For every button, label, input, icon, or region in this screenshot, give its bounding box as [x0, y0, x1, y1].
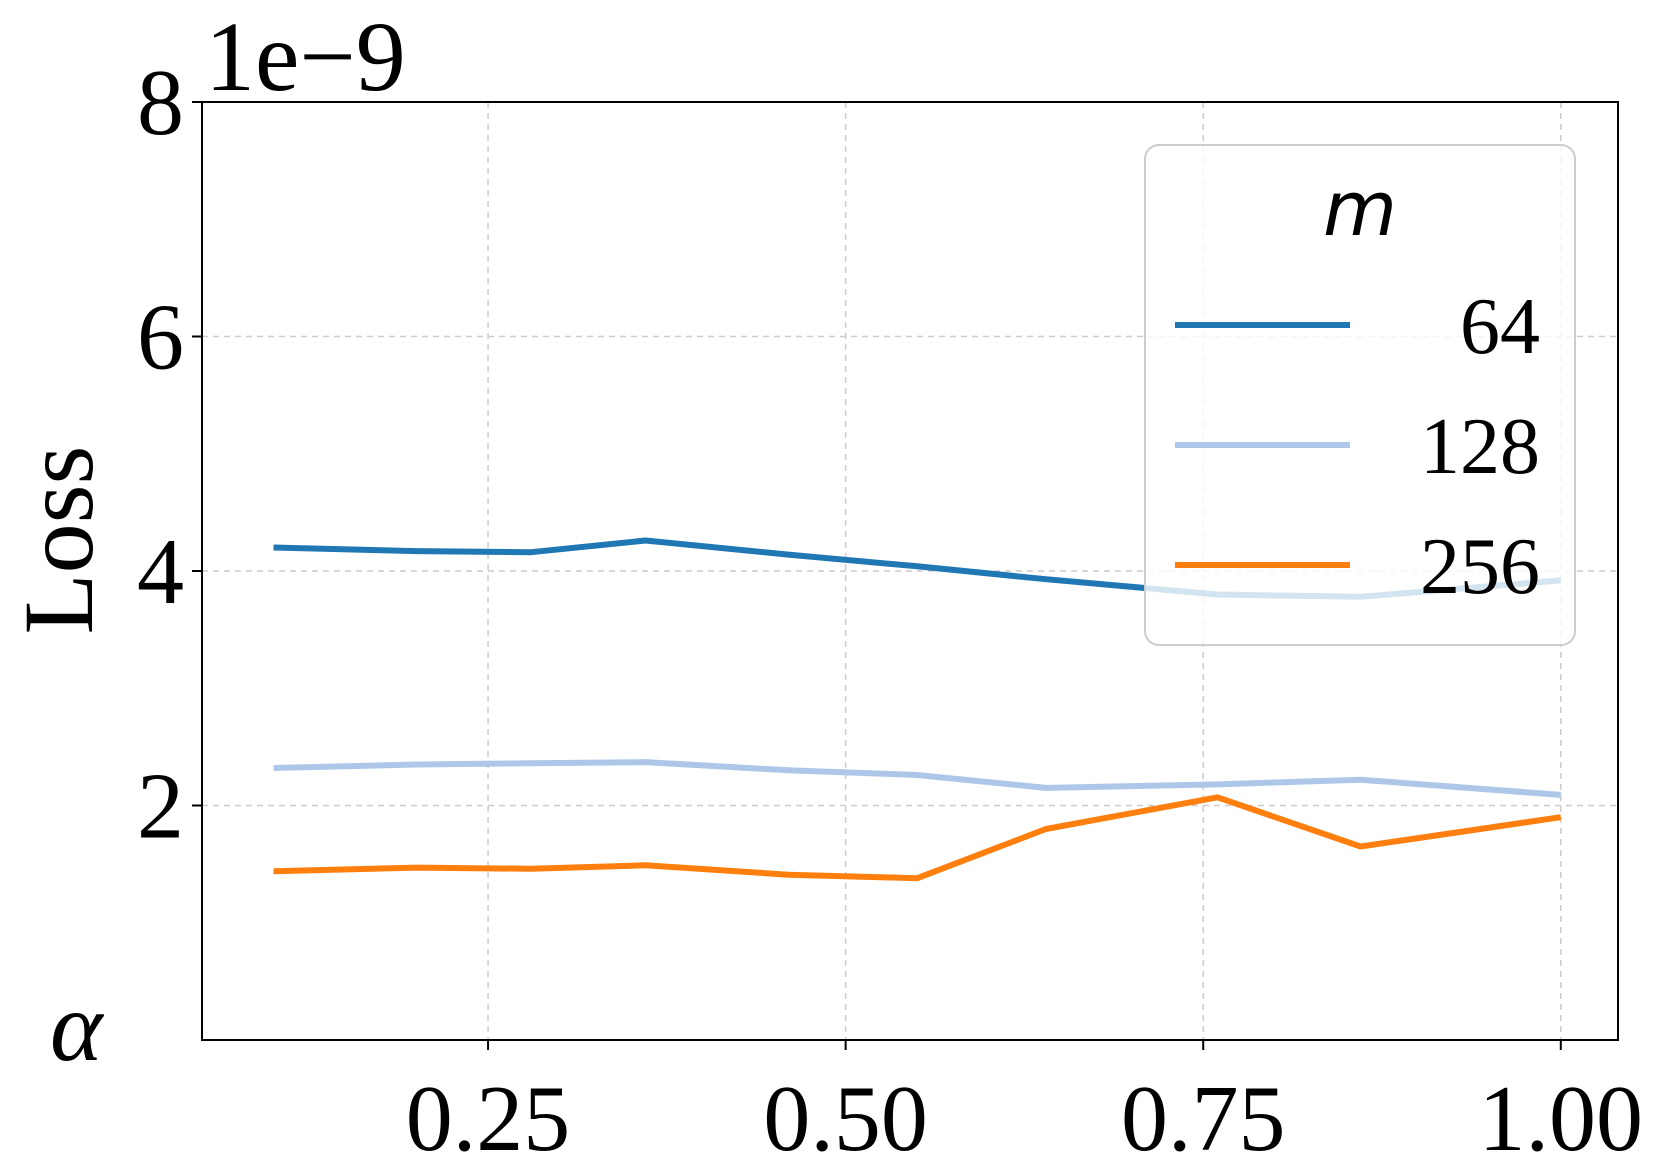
legend: m 64 128 256 [1144, 144, 1576, 646]
legend-label-128: 128 [1420, 403, 1540, 491]
y-tick-label: 8 [137, 51, 184, 155]
legend-entries: 64 128 256 [1175, 283, 1540, 611]
y-tick-label: 6 [137, 286, 184, 390]
legend-label-256: 256 [1420, 523, 1540, 611]
x-tick-label: 1.00 [1479, 1067, 1644, 1169]
x-tick-label: 0.75 [1121, 1067, 1286, 1169]
legend-label-64: 64 [1460, 283, 1540, 371]
legend-title: m [1323, 164, 1397, 253]
x-tick-label: 0.25 [406, 1067, 571, 1169]
y-tick-label: 4 [137, 520, 184, 624]
x-axis-label: α [50, 971, 105, 1082]
y-offset-label: 1e−9 [205, 1, 406, 112]
legend-box [1144, 144, 1576, 646]
series-line-256 [273, 794, 1562, 882]
y-axis-label: Loss [3, 446, 114, 635]
y-tick-label: 2 [137, 755, 184, 859]
axis-ticks: 0.25 0.50 0.75 1.00 2 4 6 8 [137, 51, 1643, 1169]
series-line-128 [273, 759, 1562, 798]
x-tick-label: 0.50 [763, 1067, 928, 1169]
